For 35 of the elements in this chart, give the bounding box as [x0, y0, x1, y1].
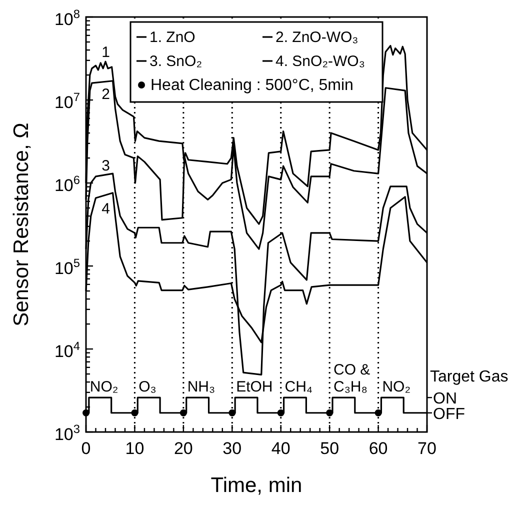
- x-tick-label: 50: [320, 439, 340, 458]
- annotation: EtOH: [236, 378, 273, 396]
- annotation: 1: [102, 44, 110, 61]
- y-tick-label: 10$^{5}$: [54, 256, 80, 278]
- x-tick-label: 20: [174, 439, 193, 458]
- text: Target Gas: [430, 368, 508, 386]
- x-tick-label: 60: [368, 439, 388, 458]
- x-tick-label: 30: [222, 439, 242, 458]
- y-tick-label: 10$^{6}$: [54, 173, 80, 195]
- annotation: NO₂: [382, 378, 411, 396]
- x-tick-label: 40: [271, 439, 290, 458]
- legend-label: 1. ZnO: [150, 29, 196, 46]
- annotation: 4: [102, 200, 110, 218]
- annotation: CH₄: [284, 378, 313, 396]
- annotation: O₃: [138, 378, 156, 396]
- y-tick-label: 10$^{7}$: [54, 90, 80, 112]
- y-axis-title: Sensor Resistance, Ω: [10, 122, 33, 326]
- annotation: 3: [102, 157, 110, 174]
- legend-label: 2. ZnO-WO₃: [276, 29, 358, 46]
- x-tick-label: 70: [418, 439, 436, 458]
- annotation: NO₂: [90, 378, 118, 396]
- annotation: NH₃: [187, 378, 216, 396]
- y-tick-label: 10$^{4}$: [54, 339, 80, 361]
- x-tick-label: 10: [125, 439, 144, 458]
- legend-label: Heat Cleaning : 500°C, 5min: [150, 77, 354, 94]
- text: ON: [433, 390, 457, 408]
- x-axis-title: Time, min: [210, 474, 302, 497]
- text: OFF: [433, 406, 466, 423]
- x-tick-label: 0: [81, 439, 91, 458]
- annotation: CO & C₃H₈: [333, 362, 370, 396]
- legend-label: 4. SnO₂-WO₃: [276, 53, 365, 70]
- y-tick-label: 10$^{3}$: [54, 422, 80, 444]
- annotation: 2: [102, 86, 110, 103]
- legend-label: 3. SnO₂: [150, 53, 202, 70]
- y-tick-label: 10$^{8}$: [54, 7, 80, 29]
